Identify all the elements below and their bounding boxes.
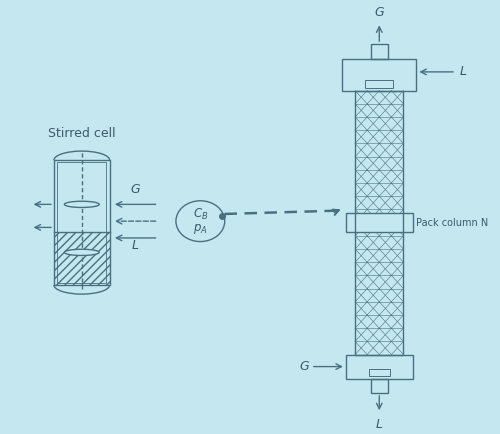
Text: G: G: [130, 183, 140, 196]
Text: Pack column N: Pack column N: [416, 217, 488, 227]
Bar: [346, 355, 412, 378]
Text: $p_A$: $p_A$: [193, 222, 208, 237]
Ellipse shape: [176, 201, 224, 242]
Bar: [57, 162, 106, 283]
Bar: [54, 232, 110, 285]
Bar: [346, 213, 412, 232]
Bar: [366, 79, 393, 88]
Bar: [342, 59, 416, 91]
Text: L: L: [376, 418, 383, 431]
Bar: [371, 44, 388, 59]
Text: Stirred cell: Stirred cell: [48, 127, 116, 140]
Text: $C_B$: $C_B$: [192, 207, 208, 223]
Ellipse shape: [64, 249, 99, 256]
Text: L: L: [132, 239, 139, 252]
Text: G: G: [299, 360, 309, 373]
Ellipse shape: [64, 201, 99, 207]
Text: G: G: [374, 6, 384, 19]
Bar: [369, 369, 390, 376]
Bar: [355, 91, 404, 355]
Bar: [54, 160, 110, 285]
Text: L: L: [460, 66, 466, 79]
Bar: [371, 378, 388, 393]
